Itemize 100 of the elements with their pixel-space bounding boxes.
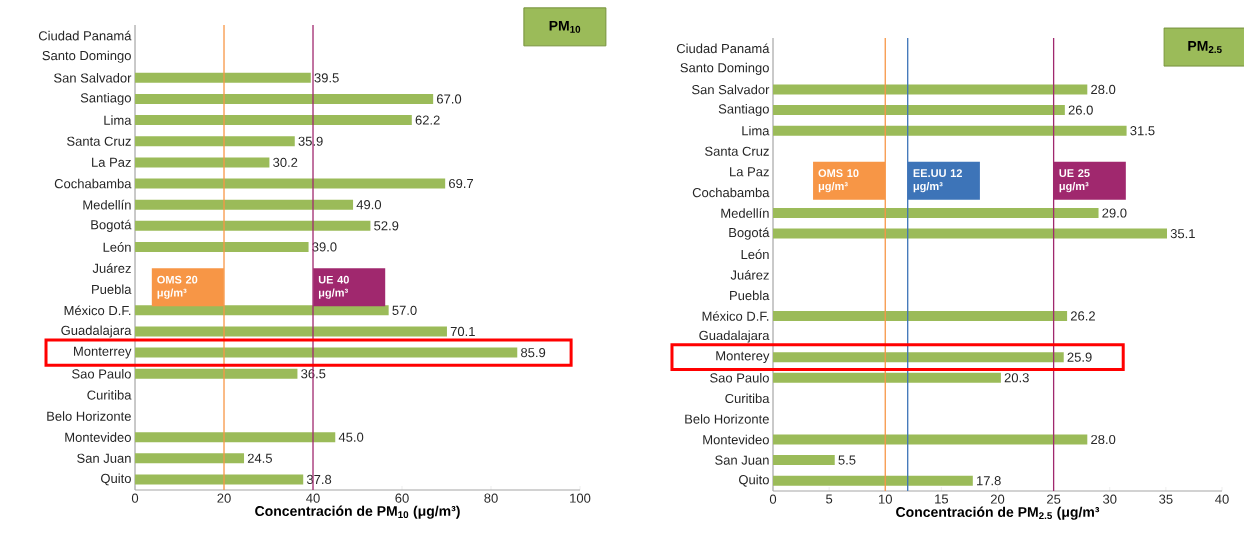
x-tick-label: 5 (826, 494, 833, 504)
bar (135, 93, 434, 104)
y-tick-label: San Juan (77, 453, 131, 463)
chart-title: PM$_{10}$ (549, 20, 581, 33)
y-tick-label: Montevideo (703, 434, 769, 445)
ref-line-label: OMS 10 μg/m³ (818, 169, 859, 193)
ref-line-label: EE.UU 12 μg/m³ (913, 169, 962, 193)
y-tick-label: Santa Cruz (67, 136, 131, 146)
y-tick-label: Santo Domingo (42, 50, 131, 63)
y-tick-label: Curitiba (87, 390, 132, 400)
y-tick-label: La Paz (730, 167, 769, 177)
y-tick-label: Juárez (92, 263, 131, 273)
y-tick-label: Puebla (730, 290, 770, 301)
y-tick-label: Quito (739, 474, 769, 487)
bar (135, 474, 304, 485)
bar (135, 178, 446, 189)
chart-title: PM$_{2.5}$ (1188, 41, 1222, 53)
y-tick-label: San Salvador (692, 84, 770, 95)
y-tick-label: Medellín (721, 208, 769, 218)
ref-line-label: UE 25 μg/m³ (1059, 169, 1090, 193)
y-tick-label: León (741, 249, 769, 260)
x-tick-label: 10 (879, 494, 892, 504)
data-label: 28.0 (1091, 84, 1116, 95)
bar (773, 372, 1001, 383)
x-axis-title: Concentración de PM$_{2.5}$ (μg/m³ (896, 506, 1100, 520)
data-label: 85.9 (521, 348, 546, 358)
y-tick-label: México D.F. (64, 305, 131, 316)
x-tick-label: 0 (769, 494, 777, 504)
x-tick-label: 15 (935, 494, 949, 504)
y-tick-label: Santiago (80, 92, 131, 106)
y-tick-label: Medellín (83, 199, 131, 210)
x-tick-label: 80 (484, 493, 498, 503)
y-tick-label: Lima (742, 125, 770, 136)
x-tick-label: 30 (1103, 494, 1117, 504)
bar (773, 434, 1088, 445)
y-tick-label: Montevideo (65, 432, 131, 442)
y-tick-label: Juárez (730, 269, 769, 280)
y-tick-label: Sao Paulo (710, 372, 769, 383)
y-tick-label: Cochabamba (54, 178, 132, 189)
bar (773, 455, 835, 466)
x-tick-label: 40 (1215, 494, 1229, 504)
data-label: 39.5 (314, 73, 339, 83)
y-tick-label: San Juan (715, 455, 769, 465)
ref-line-label: UE 40 μg/m³ (318, 275, 349, 299)
bar (135, 136, 295, 147)
data-label: 24.5 (247, 453, 272, 463)
data-label: 5.5 (838, 455, 856, 465)
y-tick-label: Santa Cruz (705, 146, 769, 156)
data-label: 26.0 (1068, 105, 1093, 115)
x-tick-label: 20 (217, 493, 231, 503)
x-axis-title: Concentración de PM$_{10}$ (μg/m³) (255, 505, 460, 519)
y-tick-label: Belo Horizonte (47, 411, 131, 421)
data-label: 29.0 (1102, 208, 1127, 218)
y-tick-label: Puebla (92, 284, 132, 294)
x-tick-label: 60 (395, 493, 409, 503)
ref-line-label: OMS 20 μg/m³ (157, 275, 198, 299)
bar (773, 105, 1065, 116)
bar (135, 157, 270, 168)
x-tick-label: 0 (131, 493, 139, 503)
data-label: 17.8 (977, 476, 1001, 486)
bar (773, 228, 1167, 239)
y-tick-label: Bogotá (91, 219, 132, 232)
bar (135, 305, 389, 316)
y-tick-label: Lima (104, 115, 132, 125)
data-label: 67.0 (437, 94, 462, 104)
x-tick-label: 35 (1159, 494, 1173, 504)
data-label: 31.5 (1130, 126, 1155, 136)
data-label: 62.2 (415, 115, 440, 125)
bar (773, 125, 1127, 136)
y-tick-label: León (103, 242, 131, 252)
data-label: 35.1 (1170, 229, 1195, 239)
data-label: 69.7 (449, 178, 474, 189)
bar (135, 199, 354, 210)
bar (135, 220, 371, 231)
y-tick-label: Sao Paulo (72, 368, 131, 379)
y-tick-label: Santo Domingo (680, 62, 769, 75)
bar (135, 241, 309, 252)
y-tick-label: Belo Horizonte (685, 414, 769, 424)
bar (135, 347, 518, 358)
x-tick-label: 100 (570, 493, 591, 503)
y-tick-label: La Paz (92, 157, 131, 167)
bar (773, 475, 973, 486)
data-label: 45.0 (338, 432, 364, 442)
data-label: 52.9 (374, 221, 399, 231)
bar (135, 115, 412, 126)
data-label: 28.0 (1091, 434, 1116, 445)
y-tick-label: Cochabamba (692, 187, 770, 198)
bar (135, 326, 447, 337)
bar (773, 84, 1088, 95)
bar (773, 310, 1068, 321)
x-tick-label: 25 (1047, 494, 1061, 504)
y-tick-label: Guadalajara (61, 325, 132, 338)
bar (773, 352, 1064, 363)
y-tick-label: Monterey (716, 351, 770, 363)
data-label: 30.2 (273, 157, 298, 167)
y-tick-label: Ciudad Panamá (38, 30, 132, 41)
y-tick-label: Bogotá (729, 227, 770, 240)
y-tick-label: Curitiba (725, 393, 770, 404)
bar (135, 453, 245, 464)
bar (135, 368, 298, 379)
